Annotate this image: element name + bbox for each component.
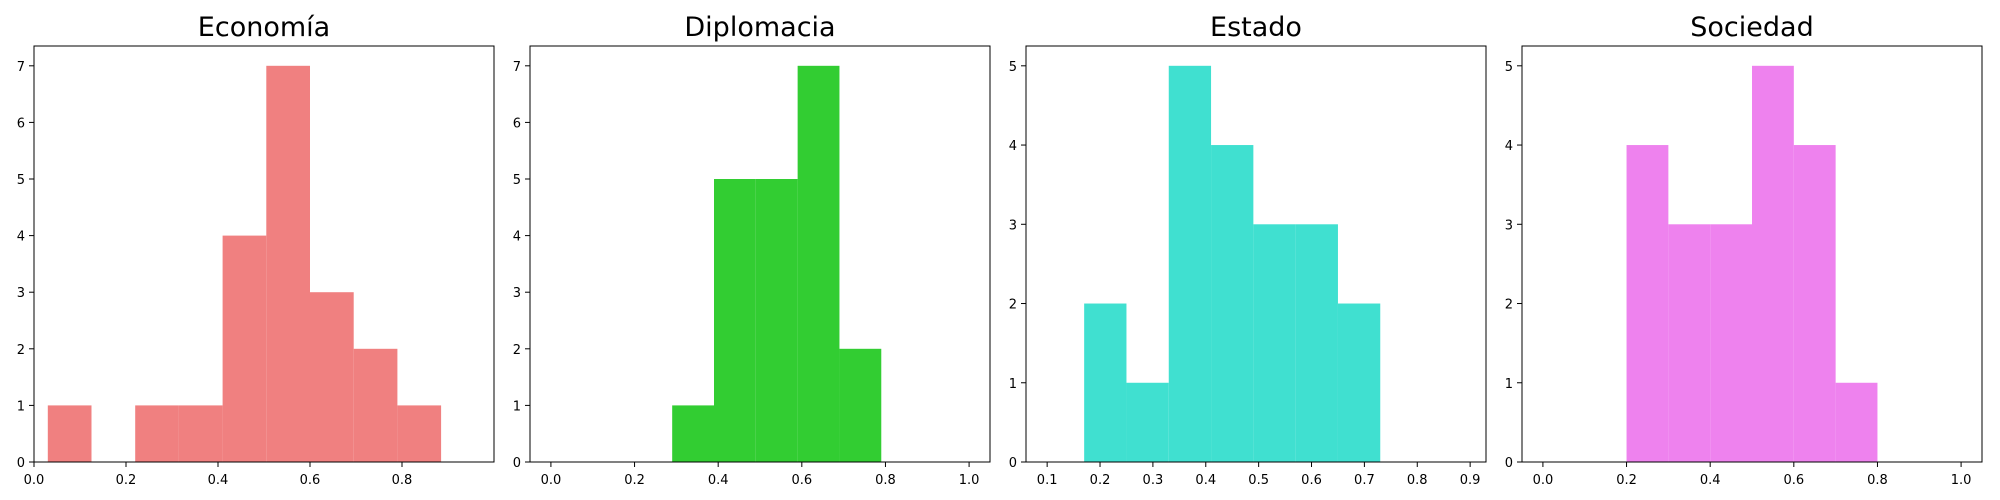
panel-2-ytick-label-4: 3: [513, 286, 521, 301]
panel-1-bar-3: [135, 405, 179, 462]
panel-2-bar-3: [755, 179, 798, 462]
panel-4-axes-frame: [1521, 45, 1983, 463]
panel-3-xtick-label-5: 0.5: [1248, 473, 1269, 488]
panel-3-bar-5: [1253, 224, 1296, 462]
panel-2-ytick-label-5: 4: [513, 230, 521, 245]
panel-4-ytick-label-1: 0: [1505, 456, 1513, 471]
panel-2-ytick-label-3: 2: [513, 343, 521, 358]
panel-3-xtick-label-6: 0.6: [1301, 473, 1322, 488]
panel-2-ytick-label-1: 0: [513, 456, 521, 471]
panel-1-xtick-label-3: 0.4: [208, 473, 229, 488]
panel-3-ytick-label-4: 3: [1009, 218, 1017, 233]
panel-1-bar-4: [178, 405, 223, 462]
panel-1-bar-9: [397, 405, 442, 462]
panel-2-xtick-label-5: 0.8: [875, 473, 896, 488]
panel-4-bar-3: [1710, 224, 1752, 462]
panel-1-bar-8: [353, 348, 398, 462]
panel-1-xtick-label-4: 0.6: [300, 473, 321, 488]
panel-2-ytick-label-2: 1: [513, 399, 521, 414]
panel-4-xtick-label-5: 0.8: [1867, 473, 1888, 488]
panel-3-xtick-label-4: 0.4: [1195, 473, 1216, 488]
panel-4-bar-5: [1793, 145, 1836, 463]
panel-4-ytick-label-4: 3: [1505, 218, 1513, 233]
panel-3-xtick-label-2: 0.2: [1090, 473, 1111, 488]
panel-3-bar-7: [1337, 303, 1381, 462]
panel-2-ytick-label-6: 5: [513, 173, 521, 188]
panel-4-title: Sociedad: [1690, 12, 1813, 43]
panel-3-xtick-label-8: 0.8: [1407, 473, 1428, 488]
panel-3-xtick-label-9: 0.9: [1460, 473, 1481, 488]
panel-1: Economía 0.0 0.2 0.4 0.6 0.8 0 1 2 3 4 5 6 7: [17, 12, 495, 488]
panel-2-ytick-label-8: 7: [513, 60, 521, 75]
panel-3-xtick-label-3: 0.3: [1143, 473, 1164, 488]
panel-2-title: Diplomacia: [684, 12, 835, 43]
panel-2-xtick-label-1: 0.0: [541, 473, 562, 488]
panel-2-bar-4: [797, 65, 840, 463]
panel-4-xtick-label-3: 0.4: [1700, 473, 1721, 488]
panel-2: Diplomacia 0.0 0.2 0.4 0.6 0.8 1.0 0 1 2 3 4 5 6 7: [513, 12, 991, 488]
panel-3-xtick-label-1: 0.1: [1037, 473, 1058, 488]
panel-1-ytick-label-2: 1: [17, 399, 25, 414]
panel-3-bar-3: [1168, 65, 1212, 463]
panel-2-ytick-label-7: 6: [513, 116, 521, 131]
panel-4-bar-2: [1668, 224, 1711, 462]
panel-2-axes-frame: [529, 45, 991, 463]
panel-1-bar-7: [310, 292, 354, 462]
panel-4-bar-4: [1752, 65, 1794, 463]
panel-4-xtick-label-4: 0.6: [1783, 473, 1804, 488]
panel-1-xtick-label-2: 0.2: [116, 473, 137, 488]
panel-1-bar-1: [47, 405, 92, 462]
panel-3-ytick-label-3: 2: [1009, 298, 1017, 313]
panel-4-ytick-label-6: 5: [1505, 60, 1513, 75]
panel-3-bar-1: [1084, 303, 1127, 462]
panel-2-bar-5: [839, 348, 882, 462]
panel-3: Estado 0.1 0.2 0.3 0.4 0.5 0.6 0.7 0.8 0.9 0 1 2 3 4 5: [1009, 12, 1487, 488]
panel-3-axes-frame: [1025, 45, 1487, 463]
panel-1-title: Economía: [198, 12, 330, 43]
panel-1-ytick-label-6: 5: [17, 173, 25, 188]
panel-4-bar-6: [1835, 382, 1878, 462]
panel-3-bar-4: [1211, 145, 1254, 463]
panel-2-xtick-label-4: 0.6: [791, 473, 812, 488]
panel-3-title: Estado: [1210, 12, 1302, 43]
panel-3-ytick-label-2: 1: [1009, 377, 1017, 392]
panel-1-bar-6: [266, 65, 310, 463]
panel-4-xtick-label-1: 0.0: [1533, 473, 1554, 488]
panel-4-ytick-label-2: 1: [1505, 377, 1513, 392]
panel-2-bar-1: [672, 405, 714, 462]
panel-4-xtick-label-6: 1.0: [1951, 473, 1972, 488]
panel-1-ytick-label-5: 4: [17, 230, 25, 245]
panel-2-xtick-label-6: 1.0: [959, 473, 980, 488]
panel-1-ytick-label-7: 6: [17, 116, 25, 131]
panel-4-xtick-label-2: 0.2: [1616, 473, 1637, 488]
panel-3-bar-6: [1295, 224, 1338, 462]
panel-1-ytick-label-8: 7: [17, 60, 25, 75]
panel-3-ytick-label-6: 5: [1009, 60, 1017, 75]
panel-1-ytick-label-1: 0: [17, 456, 25, 471]
panel-1-axes-frame: [33, 45, 495, 463]
panel-4-ytick-label-5: 4: [1505, 139, 1513, 154]
panel-3-ytick-label-5: 4: [1009, 139, 1017, 154]
panel-3-xtick-label-7: 0.7: [1354, 473, 1375, 488]
panel-1-ytick-label-3: 2: [17, 343, 25, 358]
panel-1-ytick-label-4: 3: [17, 286, 25, 301]
panel-2-bar-2: [714, 179, 756, 462]
panel-4-ytick-label-3: 2: [1505, 298, 1513, 313]
panel-3-ytick-label-1: 0: [1009, 456, 1017, 471]
panel-4-bar-1: [1626, 145, 1669, 463]
panel-1-xtick-label-1: 0.0: [24, 473, 45, 488]
panel-2-xtick-label-2: 0.2: [624, 473, 645, 488]
panel-1-xtick-label-5: 0.8: [392, 473, 413, 488]
panel-4: Sociedad 0.0 0.2 0.4 0.6 0.8 1.0 0 1 2 3 4 5: [1505, 12, 1983, 488]
panel-1-bar-5: [222, 235, 267, 462]
panel-2-xtick-label-3: 0.4: [708, 473, 729, 488]
panel-3-bar-2: [1126, 382, 1169, 462]
